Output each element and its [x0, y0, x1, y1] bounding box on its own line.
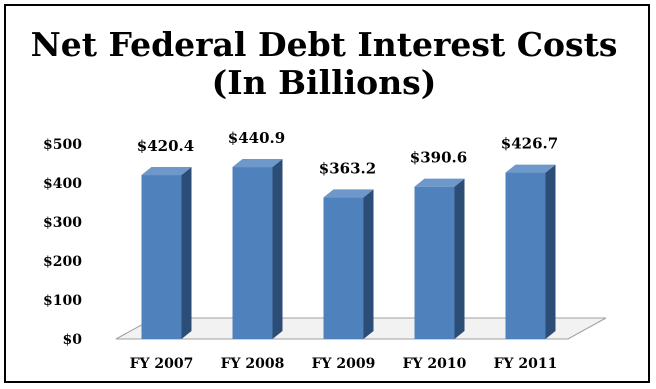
y-axis: $0 $100 $200 $300 $400 $500 [43, 137, 82, 348]
bar-top [232, 159, 283, 168]
bar-front [505, 172, 546, 339]
bar-top [414, 178, 465, 187]
bar-top [505, 164, 556, 173]
bar-side [363, 189, 374, 339]
bar-side [454, 178, 465, 339]
category-label: FY 2007 [130, 356, 194, 372]
x-axis: FY 2007 FY 2008 FY 2009 FY 2010 FY 2011 [130, 356, 558, 372]
bar-front [414, 186, 455, 339]
bars [141, 159, 556, 339]
category-label: FY 2010 [403, 356, 467, 372]
bar [232, 159, 283, 339]
y-tick-label: $200 [43, 254, 82, 270]
y-tick-label: $100 [43, 293, 82, 309]
bar-side [181, 167, 192, 339]
chart-subtitle: (In Billions) [212, 63, 437, 102]
chart-title: Net Federal Debt Interest Costs [31, 25, 618, 64]
bar [414, 178, 465, 339]
chart-frame: Net Federal Debt Interest Costs (In Bill… [4, 4, 650, 383]
data-label: $440.9 [228, 129, 285, 147]
category-label: FY 2009 [312, 356, 376, 372]
bar-top [141, 167, 192, 176]
y-tick-label: $500 [43, 137, 82, 153]
y-tick-label: $0 [63, 332, 83, 348]
y-tick-label: $400 [43, 176, 82, 192]
chart: Net Federal Debt Interest Costs (In Bill… [31, 25, 618, 372]
data-labels: $420.4 $440.9 $363.2 $390.6 $426.7 [137, 129, 558, 177]
category-label: FY 2011 [494, 356, 558, 372]
category-label: FY 2008 [221, 356, 285, 372]
bar [141, 167, 192, 339]
bar [505, 164, 556, 339]
data-label: $390.6 [410, 149, 467, 167]
bar-front [323, 197, 364, 339]
bar-side [545, 164, 556, 339]
bar-top [323, 189, 374, 198]
bar-front [232, 167, 273, 339]
bar-front [141, 175, 182, 339]
data-label: $420.4 [137, 137, 194, 155]
bar [323, 189, 374, 339]
data-label: $426.7 [501, 135, 558, 153]
y-tick-label: $300 [43, 215, 82, 231]
data-label: $363.2 [319, 159, 376, 177]
bar-side [272, 159, 283, 339]
